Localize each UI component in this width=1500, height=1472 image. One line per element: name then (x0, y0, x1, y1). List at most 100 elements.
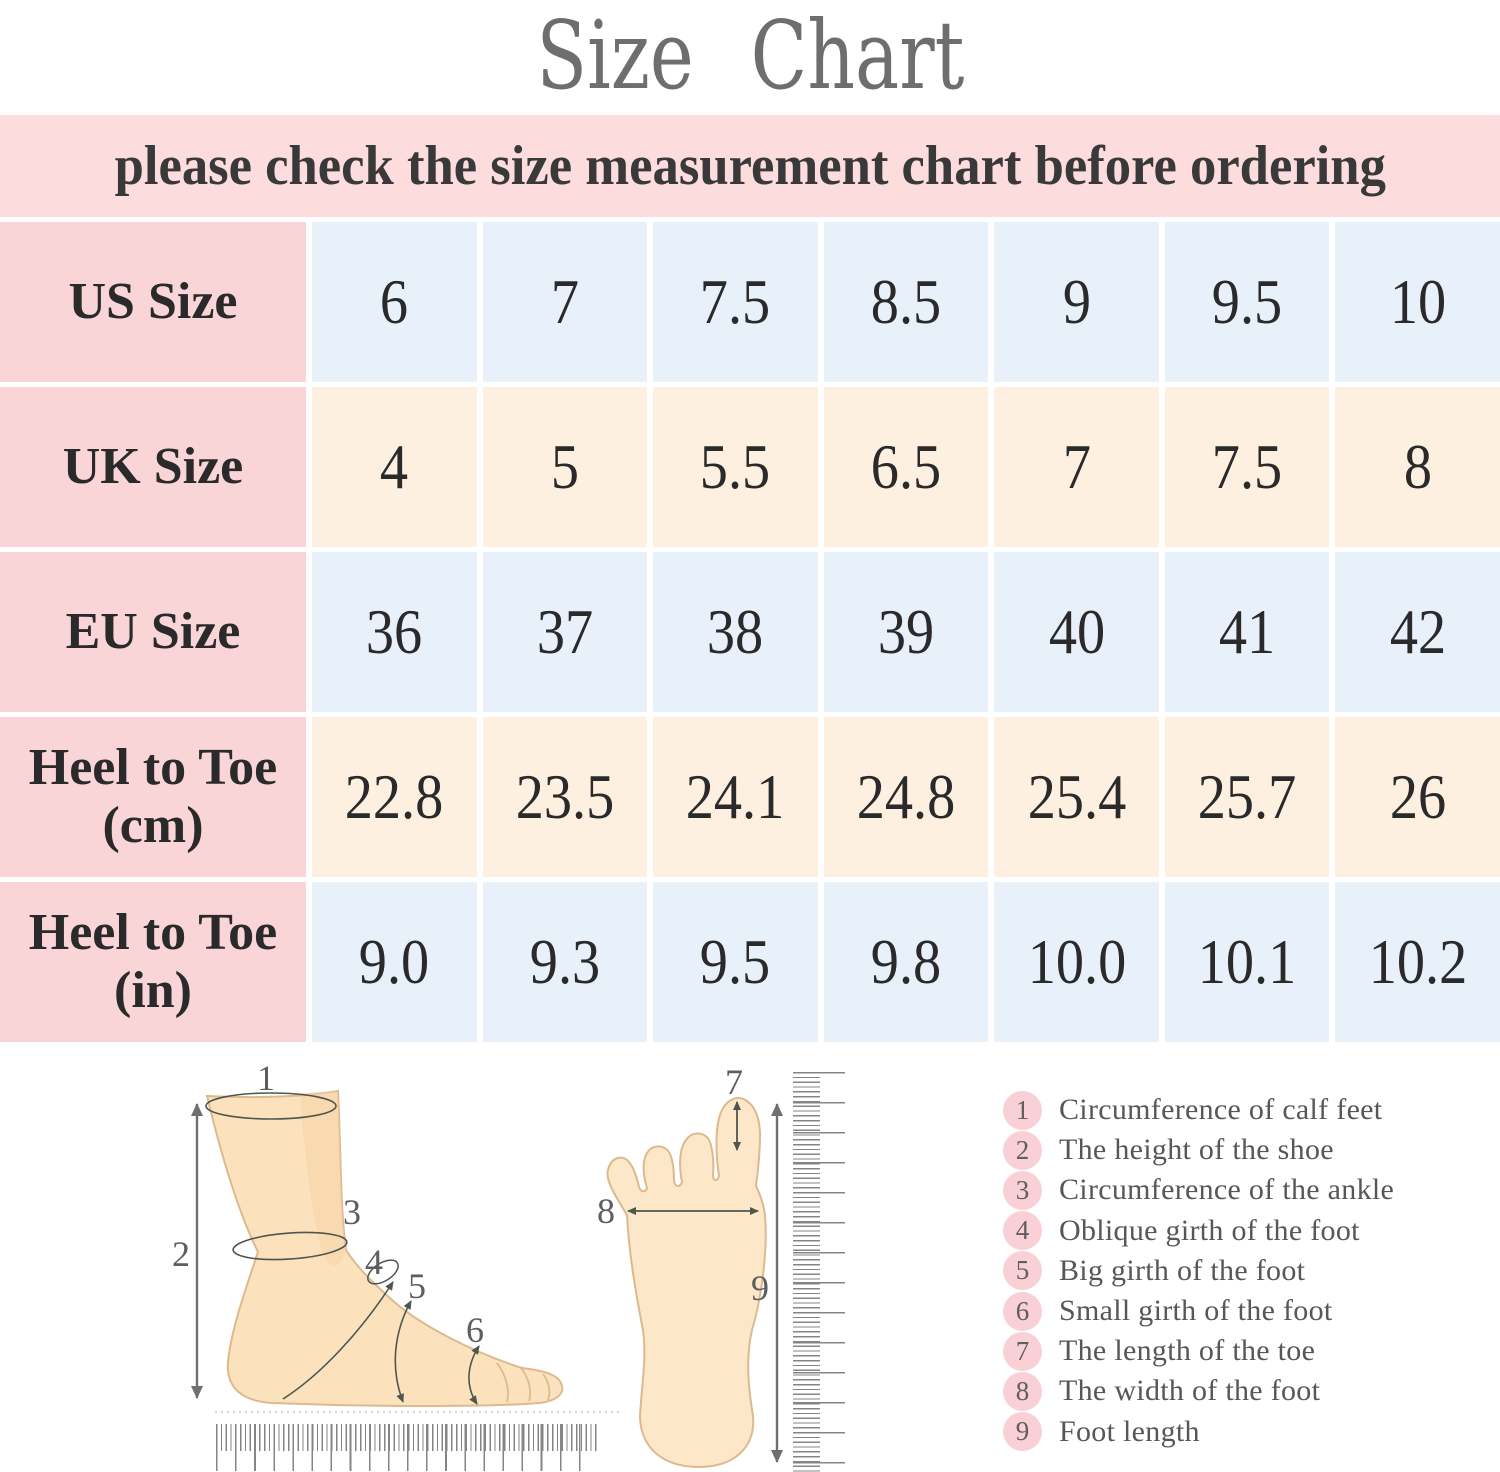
size-value: 24.1 (653, 717, 818, 877)
notice-banner-text: please check the size measurement chart … (114, 135, 1386, 197)
row-label-us-size: US Size (0, 222, 306, 382)
legend-item-text: The height of the shoe (1059, 1133, 1334, 1167)
vertical-ruler (793, 1072, 845, 1472)
size-table: US Size 6 7 7.5 8.5 9 9.5 10 UK Size 4 5… (0, 222, 1500, 1042)
size-value: 25.7 (1164, 717, 1330, 877)
size-value: 4 (312, 387, 477, 547)
marker-2-label: 2 (172, 1234, 190, 1274)
ankle-girth-line (232, 1231, 348, 1261)
size-value: 10.0 (994, 882, 1159, 1042)
marker-1-label: 1 (257, 1060, 275, 1098)
legend-item-text: The width of the foot (1059, 1374, 1321, 1408)
legend-number-badge: 4 (1003, 1211, 1042, 1251)
size-value: 42 (1335, 552, 1500, 712)
page-title-text: Size Chart (535, 0, 965, 111)
page-title: Size Chart (0, 0, 1500, 112)
size-value: 9.0 (312, 882, 477, 1042)
sole-foot-illustration (606, 1097, 767, 1469)
size-value: 9.5 (1164, 222, 1330, 382)
size-value: 8.5 (823, 222, 989, 382)
horizontal-ruler (216, 1424, 598, 1471)
size-value: 38 (653, 552, 818, 712)
size-value: 26 (1335, 717, 1500, 877)
legend-item: 9 Foot length (1003, 1412, 1394, 1452)
size-value: 10.2 (1335, 882, 1500, 1042)
legend-item-text: The length of the toe (1059, 1334, 1316, 1368)
legend-item-text: Foot length (1059, 1414, 1200, 1448)
legend-number-badge: 8 (1003, 1371, 1042, 1411)
size-value: 9.3 (482, 882, 648, 1042)
foot-measurement-diagram: 1 2 3 4 5 6 7 8 9 (172, 1060, 783, 1469)
size-value: 36 (312, 552, 477, 712)
legend-item-text: Oblique girth of the foot (1059, 1213, 1360, 1247)
size-value: 37 (482, 552, 648, 712)
size-value: 9.8 (823, 882, 989, 1042)
legend-item: 8 The width of the foot (1003, 1371, 1394, 1411)
size-value: 8 (1335, 387, 1500, 547)
measurement-legend: 1 Circumference of calf feet 2 The heigh… (1003, 1090, 1394, 1452)
legend-item: 3 Circumference of the ankle (1003, 1170, 1394, 1210)
marker-4-label: 4 (365, 1242, 383, 1282)
marker-6-label: 6 (466, 1310, 484, 1350)
size-value: 7 (994, 387, 1159, 547)
legend-item: 6 Small girth of the foot (1003, 1291, 1394, 1331)
big-girth-line (394, 1300, 412, 1403)
size-value: 22.8 (312, 717, 477, 877)
row-label-line: US Size (68, 272, 238, 330)
size-value: 23.5 (482, 717, 648, 877)
size-value: 5 (482, 387, 648, 547)
size-value: 7 (482, 222, 648, 382)
legend-number-badge: 1 (1003, 1090, 1042, 1130)
legend-item: 1 Circumference of calf feet (1003, 1090, 1394, 1130)
legend-number-badge: 5 (1003, 1251, 1042, 1291)
size-value: 7.5 (1164, 387, 1330, 547)
small-girth-line (468, 1345, 480, 1405)
size-value: 40 (994, 552, 1159, 712)
marker-8-label: 8 (597, 1191, 615, 1231)
legend-item: 7 The length of the toe (1003, 1331, 1394, 1371)
marker-5-label: 5 (408, 1266, 426, 1306)
size-value: 10.1 (1164, 882, 1330, 1042)
size-value: 6 (312, 222, 477, 382)
marker-9-label: 9 (751, 1268, 769, 1308)
size-value: 25.4 (994, 717, 1159, 877)
legend-number-badge: 7 (1003, 1331, 1042, 1371)
side-foot-illustration (205, 1089, 564, 1408)
legend-item: 5 Big girth of the foot (1003, 1251, 1394, 1291)
row-label-line: (cm) (102, 797, 204, 854)
legend-item: 4 Oblique girth of the foot (1003, 1211, 1394, 1251)
size-value: 6.5 (823, 387, 989, 547)
row-label-eu-size: EU Size (0, 552, 306, 712)
legend-number-badge: 6 (1003, 1291, 1042, 1331)
size-value: 24.8 (823, 717, 989, 877)
row-label-line: UK Size (62, 437, 244, 495)
size-value: 39 (823, 552, 989, 712)
notice-banner: please check the size measurement chart … (0, 115, 1500, 217)
legend-item-text: Big girth of the foot (1059, 1253, 1306, 1287)
toe-separation-lines (496, 1362, 551, 1403)
row-label-line: Heel to Toe (28, 738, 278, 796)
legend-item-text: Small girth of the foot (1059, 1294, 1333, 1328)
legend-number-badge: 3 (1003, 1170, 1042, 1210)
calf-girth-line (205, 1092, 337, 1120)
legend-item: 2 The height of the shoe (1003, 1130, 1394, 1170)
marker-3-label: 3 (343, 1192, 361, 1232)
legend-number-badge: 2 (1003, 1130, 1042, 1170)
oblique-girth-line (282, 1281, 394, 1400)
size-value: 9 (994, 222, 1159, 382)
marker-7-label: 7 (725, 1062, 743, 1102)
row-label-heel-to-toe-cm: Heel to Toe (cm) (0, 717, 306, 877)
row-label-line: (in) (114, 962, 192, 1019)
size-value: 5.5 (653, 387, 818, 547)
row-label-line: Heel to Toe (28, 903, 278, 961)
side-foot-shading (300, 1091, 346, 1266)
row-label-line: EU Size (65, 602, 241, 660)
size-value: 41 (1164, 552, 1330, 712)
size-value: 7.5 (653, 222, 818, 382)
oblique-girth-loop (367, 1259, 399, 1285)
size-value: 10 (1335, 222, 1500, 382)
legend-item-text: Circumference of the ankle (1059, 1173, 1395, 1207)
legend-number-badge: 9 (1003, 1412, 1042, 1452)
size-value: 9.5 (653, 882, 818, 1042)
row-label-uk-size: UK Size (0, 387, 306, 547)
